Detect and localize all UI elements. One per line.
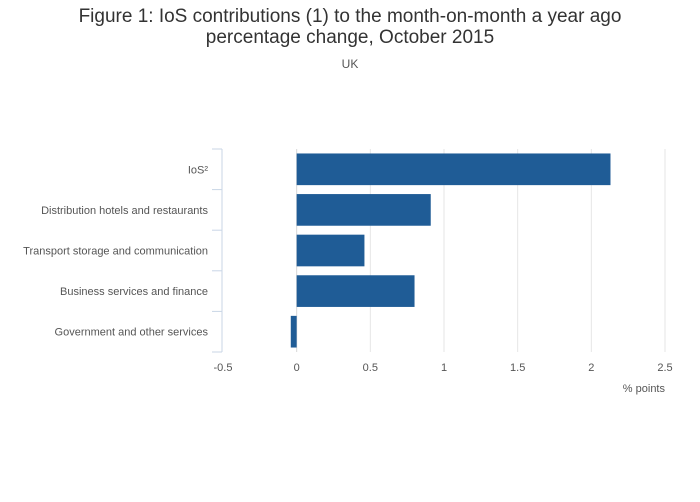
bar-4 [290, 315, 297, 348]
x-axis-title: % points [623, 383, 666, 395]
x-tick-label-4: 1.5 [510, 362, 525, 374]
x-tick-label-5: 2 [588, 362, 594, 374]
bar-2 [296, 234, 365, 267]
x-tick-label-1: 0 [294, 362, 300, 374]
category-label-4: Government and other services [55, 327, 209, 339]
x-tick-label-6: 2.5 [657, 362, 672, 374]
chart-title: Figure 1: IoS contributions (1) to the m… [0, 6, 700, 48]
bar-1 [296, 194, 431, 226]
chart-subtitle: UK [341, 57, 359, 71]
bar-3 [296, 275, 415, 307]
category-label-2: Transport storage and communication [23, 246, 208, 258]
category-label-3: Business services and finance [60, 286, 208, 298]
category-label-1: Distribution hotels and restaurants [41, 205, 208, 217]
chart-title-line-2: percentage change, October 2015 [205, 27, 495, 48]
bar-0 [296, 153, 611, 186]
x-tick-label-3: 1 [441, 362, 447, 374]
category-label-0: IoS² [188, 164, 209, 176]
x-tick-label-2: 0.5 [363, 362, 378, 374]
x-tick-label-0: -0.5 [214, 362, 233, 374]
chart-title-line-1: Figure 1: IoS contributions (1) to the m… [78, 6, 622, 27]
